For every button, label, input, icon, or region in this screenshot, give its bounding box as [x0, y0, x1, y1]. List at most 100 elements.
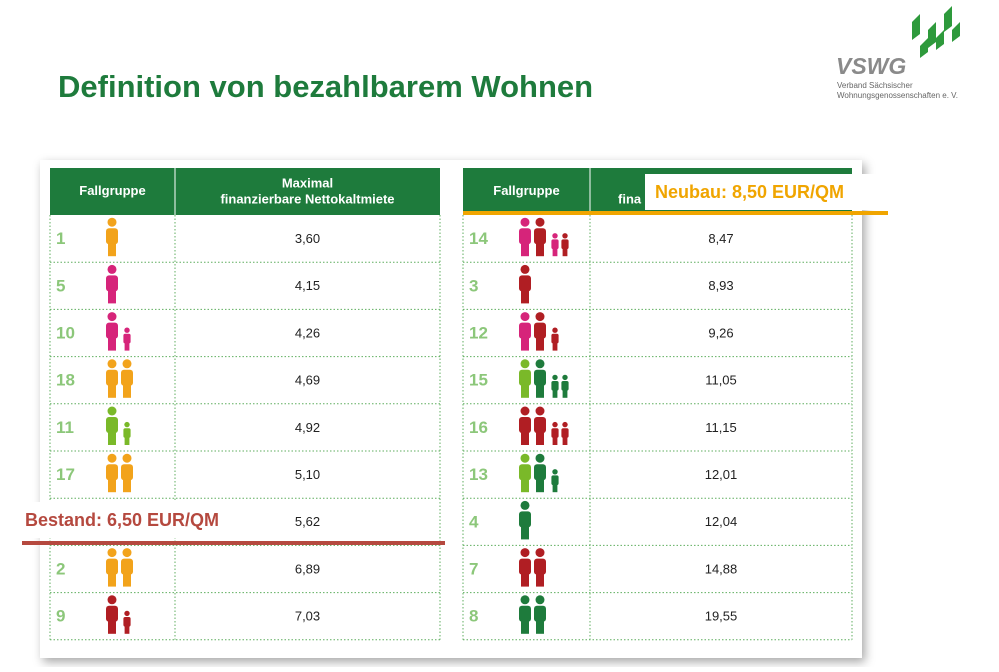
person-head [535, 217, 545, 227]
person-legs [536, 243, 544, 257]
person-legs [123, 384, 131, 398]
rent-value: 5,62 [295, 514, 320, 529]
person-body [551, 333, 559, 344]
person-head [535, 548, 545, 558]
person-body [121, 558, 133, 575]
person-head [562, 421, 568, 428]
person-head [562, 374, 568, 381]
person-body [534, 322, 546, 339]
rent-value: 4,26 [295, 325, 320, 340]
column-header: finanzierbare Nettokaltmiete [220, 191, 394, 206]
person-head [520, 359, 530, 369]
person-body [519, 369, 531, 386]
group-number: 13 [469, 465, 488, 484]
person-legs [536, 573, 544, 587]
person-legs [124, 626, 130, 634]
rent-value: 3,60 [295, 231, 320, 246]
column-header: Fallgruppe [493, 183, 559, 198]
person-head [520, 548, 530, 558]
person-head [122, 359, 132, 369]
group-number: 12 [469, 323, 488, 342]
column-header: fina [618, 191, 642, 206]
group-number: 7 [469, 559, 478, 578]
person-head [535, 453, 545, 463]
person-head [520, 217, 530, 227]
person-legs [562, 248, 568, 257]
person-legs [552, 437, 558, 445]
person-body [519, 275, 531, 292]
column-header: Fallgruppe [79, 183, 145, 198]
person-body [106, 605, 118, 622]
person-body [519, 228, 531, 245]
person-body [106, 228, 118, 245]
person-head [520, 264, 530, 274]
rent-value: 11,05 [705, 373, 737, 388]
person-legs [552, 342, 558, 351]
person-legs [536, 337, 544, 351]
person-body [519, 464, 531, 481]
person-body [561, 428, 569, 438]
rent-value: 7,03 [295, 609, 320, 624]
person-body [534, 417, 546, 433]
person-legs [536, 620, 544, 634]
person-body [534, 228, 546, 245]
person-legs [562, 437, 568, 445]
person-head [107, 406, 117, 416]
person-head [552, 327, 558, 333]
person-legs [521, 573, 529, 587]
person-head [535, 595, 545, 605]
rent-value: 4,15 [295, 278, 320, 293]
person-body [534, 369, 546, 386]
logo-text: Verband Sächsischer [837, 81, 913, 90]
person-legs [123, 479, 131, 493]
person-head [107, 595, 117, 605]
rent-value: 12,01 [705, 467, 738, 482]
person-body [551, 239, 559, 249]
person-body [106, 369, 118, 386]
label-bg [20, 502, 260, 538]
person-head [520, 453, 530, 463]
label-bg [645, 174, 888, 210]
rent-value: 19,55 [705, 609, 738, 624]
neubau-annotation: Neubau: 8,50 EUR/QM [463, 174, 888, 215]
title: Definition von bezahlbarem Wohnen [58, 69, 593, 104]
person-head [107, 548, 117, 558]
person-legs [536, 479, 544, 493]
person-body [519, 322, 531, 339]
person-body [534, 558, 546, 575]
group-number: 1 [56, 229, 65, 248]
rent-value: 12,04 [705, 514, 738, 529]
person-legs [536, 432, 544, 445]
person-body [551, 428, 559, 438]
person-legs [552, 248, 558, 257]
rent-value: 11,15 [705, 420, 737, 435]
person-legs [521, 290, 529, 304]
person-body [561, 381, 569, 391]
person-body [551, 381, 559, 391]
person-body [534, 464, 546, 481]
person-body [123, 333, 131, 344]
person-head [107, 312, 117, 322]
person-body [106, 322, 118, 339]
person-head [552, 233, 558, 239]
person-head [122, 548, 132, 558]
person-body [106, 558, 118, 575]
person-body [519, 417, 531, 433]
person-body [121, 464, 133, 481]
person-legs [108, 573, 116, 587]
group-number: 14 [469, 229, 488, 248]
person-head [124, 421, 130, 428]
person-legs [108, 479, 116, 493]
person-legs [108, 432, 116, 445]
group-number: 15 [469, 371, 488, 390]
person-head [535, 312, 545, 322]
rent-value: 5,10 [295, 467, 320, 482]
person-head [520, 500, 530, 510]
logo: VSWG Verband Sächsischer Wohnungsgenosse… [836, 6, 960, 100]
person-head [562, 233, 568, 239]
person-head [122, 453, 132, 463]
group-number: 16 [469, 418, 488, 437]
card [40, 160, 862, 658]
person-legs [521, 432, 529, 445]
